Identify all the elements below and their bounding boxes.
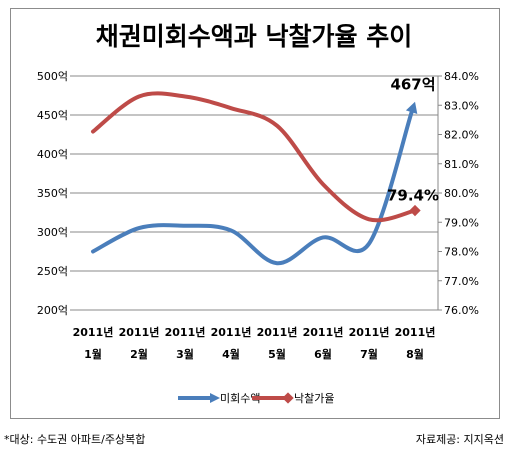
series-lines	[91, 91, 421, 266]
left-tick-label: 300억	[37, 226, 68, 239]
data-label: 467억	[390, 76, 435, 94]
right-tick-label: 84.0%	[444, 70, 479, 83]
right-tick-label: 82.0%	[444, 129, 479, 142]
x-tick-label: 2월	[130, 347, 148, 361]
x-tick-label: 2011년	[395, 325, 436, 339]
legend-label: 낙찰가율	[294, 392, 334, 405]
chart-title: 채권미회수액과 낙찰가율 추이	[96, 22, 412, 51]
x-tick-label: 2011년	[73, 325, 114, 339]
data-labels: 467억 79.4%	[387, 76, 439, 205]
left-tick-label: 450억	[37, 109, 68, 122]
right-tick-label: 78.0%	[444, 246, 479, 259]
left-tick-label: 350억	[37, 187, 68, 200]
legend-label: 미회수액	[220, 392, 260, 405]
series-end-arrow	[405, 101, 418, 115]
x-tick-label: 2011년	[257, 325, 298, 339]
x-tick-label: 6월	[314, 347, 332, 361]
data-label: 79.4%	[387, 187, 439, 205]
unrecovered-amount-line	[91, 110, 414, 266]
right-tick-label: 76.0%	[444, 304, 479, 317]
right-tick-label: 79.0%	[444, 216, 479, 229]
footer-source-note: *대상: 수도권 아파트/주상복합	[4, 433, 145, 446]
x-tick-label: 1월	[84, 347, 102, 361]
right-tick-label: 83.0%	[444, 99, 479, 112]
left-tick-label: 200억	[37, 304, 68, 317]
x-tick-label: 2011년	[119, 325, 160, 339]
right-axis-ticks: 76.0% 77.0% 78.0% 79.0% 80.0% 81.0% 82.0% 83.0%…	[438, 70, 479, 317]
legend: 미회수액 낙찰가율	[178, 392, 334, 405]
left-tick-label: 400억	[37, 148, 68, 161]
legend-diamond-icon	[282, 392, 294, 404]
x-tick-label: 3월	[176, 347, 194, 361]
x-tick-label: 2011년	[165, 325, 206, 339]
right-tick-label: 77.0%	[444, 275, 479, 288]
gridlines	[70, 75, 439, 311]
right-tick-label: 81.0%	[444, 158, 479, 171]
right-tick-label: 80.0%	[444, 187, 479, 200]
x-tick-label: 8월	[406, 347, 424, 361]
winning-bid-rate-line	[91, 91, 417, 223]
x-tick-label: 2011년	[349, 325, 390, 339]
x-axis-ticks: 2011년 1월 2011년 2월 2011년 3월 2011년 4월 2011년 5월 2011년…	[73, 325, 436, 361]
x-tick-label: 2011년	[303, 325, 344, 339]
footer-credit: 자료제공: 지지옥션	[416, 433, 504, 446]
left-tick-label: 500억	[37, 70, 68, 83]
series-end-marker	[409, 204, 421, 217]
left-tick-label: 250억	[37, 265, 68, 278]
legend-arrow-icon	[210, 393, 220, 403]
x-tick-label: 7월	[360, 347, 378, 361]
left-axis-ticks: 200억 250억 300억 350억 400억 450억 500억	[37, 70, 68, 317]
x-tick-label: 5월	[268, 347, 286, 361]
x-tick-label: 4월	[222, 347, 240, 361]
x-tick-label: 2011년	[211, 325, 252, 339]
